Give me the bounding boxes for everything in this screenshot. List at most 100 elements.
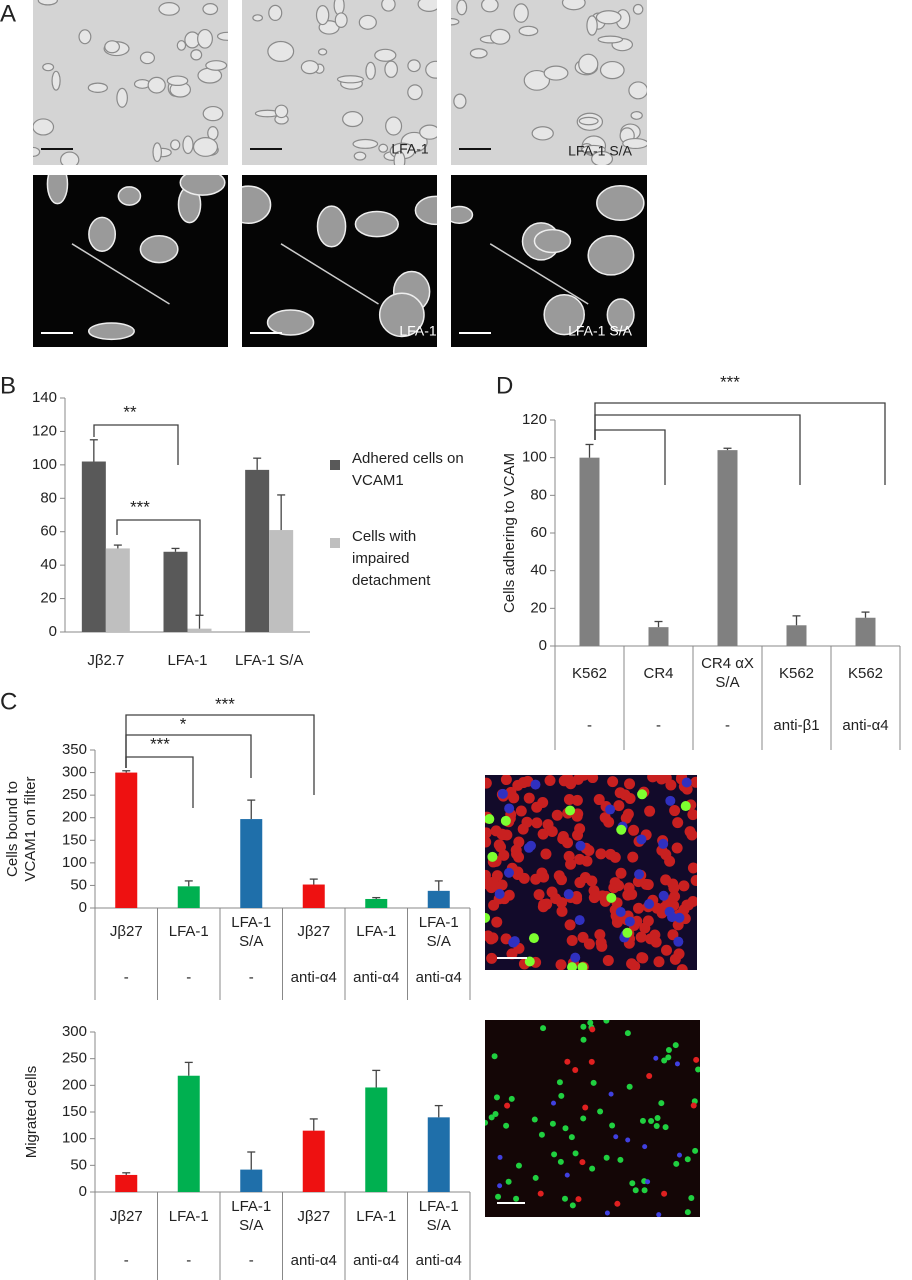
panel-label: C	[0, 688, 17, 715]
cell	[687, 862, 697, 874]
cell	[117, 186, 142, 206]
image-background	[33, 0, 228, 165]
y-tick-label: 60	[40, 523, 57, 540]
cell	[650, 936, 662, 948]
cell	[567, 962, 578, 970]
treatment-label: -	[186, 969, 192, 986]
cell	[500, 775, 512, 786]
cell	[485, 827, 492, 839]
cell	[492, 1111, 499, 1118]
y-tick-label: 50	[70, 1156, 87, 1173]
image-content	[250, 0, 437, 165]
protrusion	[71, 243, 170, 305]
image-content	[485, 1020, 700, 1217]
cell	[374, 48, 397, 62]
x-tick-label: Jβ2.7	[87, 651, 125, 669]
treatment-label: anti-α4	[353, 1251, 400, 1269]
y-tick-label: 40	[40, 556, 57, 573]
cell	[497, 788, 508, 799]
y-tick-label: 150	[62, 1103, 87, 1120]
cell	[487, 851, 498, 862]
cell	[563, 889, 574, 900]
bar	[115, 1174, 138, 1192]
treatment-label: -	[248, 1251, 254, 1269]
cell	[202, 105, 224, 122]
cell	[524, 956, 535, 967]
cell	[518, 25, 539, 37]
cell	[572, 1150, 579, 1157]
cell	[182, 135, 194, 155]
bar	[648, 627, 669, 646]
cell	[596, 890, 608, 902]
treatment-label: -	[123, 1251, 129, 1269]
cell	[605, 848, 617, 860]
cell	[417, 0, 437, 12]
cell	[158, 2, 180, 16]
cell	[589, 1165, 596, 1172]
cell	[690, 776, 697, 788]
cell	[590, 1079, 597, 1086]
cell	[495, 1193, 502, 1200]
cell	[493, 839, 505, 851]
y-tick-label: 80	[40, 489, 57, 506]
significance-bracket	[125, 714, 315, 795]
cell	[342, 111, 364, 128]
cell	[570, 952, 581, 963]
cell	[551, 1100, 557, 1106]
x-tick-label: LFA-1	[168, 923, 209, 940]
bar	[187, 628, 212, 632]
cell	[378, 143, 389, 153]
x-tick-label: K562	[571, 664, 608, 682]
cell	[530, 779, 541, 790]
cell	[498, 849, 510, 861]
cell	[622, 889, 634, 901]
micrograph	[242, 0, 437, 165]
cell	[78, 29, 92, 45]
cell	[147, 76, 166, 94]
x-tick-label: LFA-1 S/A	[418, 1198, 459, 1234]
cell	[541, 898, 553, 910]
cell	[508, 1095, 515, 1102]
y-tick-label: 150	[62, 831, 87, 848]
cell	[315, 5, 330, 26]
significance-label: ***	[215, 694, 235, 713]
x-tick-label: LFA-1 S/A	[231, 1198, 272, 1234]
cell	[564, 919, 576, 931]
y-tick-label: 300	[62, 764, 87, 781]
cell	[425, 60, 437, 79]
cell	[485, 869, 491, 881]
cell	[587, 775, 599, 784]
cell	[139, 51, 156, 65]
significance-bracket	[125, 734, 252, 778]
y-tick-label: 20	[530, 599, 547, 616]
cell	[385, 116, 403, 136]
treatment-label: -	[248, 969, 254, 986]
cell	[566, 935, 578, 947]
legend-swatch	[330, 460, 340, 470]
cell	[588, 885, 600, 897]
cell	[624, 1030, 631, 1037]
treatment-label: anti-α4	[415, 1251, 462, 1269]
cell	[556, 905, 568, 917]
cell	[680, 801, 691, 812]
cell	[544, 775, 556, 787]
bar	[177, 886, 200, 908]
x-tick-label: CR4	[643, 664, 674, 682]
cell	[634, 869, 645, 880]
cell	[636, 834, 647, 845]
cell	[503, 867, 514, 878]
y-tick-label: 0	[539, 637, 547, 654]
cell	[669, 805, 681, 817]
y-tick-label: 200	[62, 1076, 87, 1093]
cell	[581, 855, 593, 867]
x-tick-label: LFA-1 S/A	[234, 651, 304, 669]
cell	[300, 60, 319, 75]
cell	[531, 126, 554, 141]
cell	[665, 1046, 672, 1053]
cell	[317, 48, 328, 56]
cell	[37, 0, 58, 6]
cell	[490, 28, 511, 45]
cell	[626, 1083, 633, 1090]
treatment-label: -	[725, 716, 730, 734]
cell	[51, 70, 61, 91]
